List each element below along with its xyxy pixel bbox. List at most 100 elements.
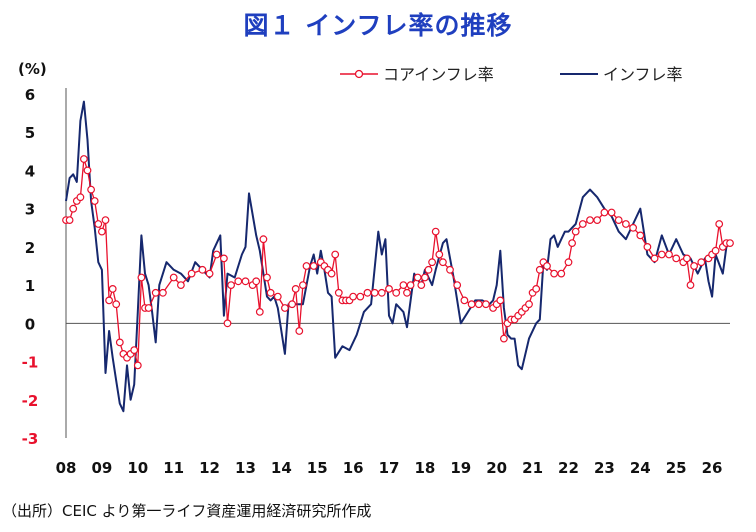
x-tick-label: 17 [379,459,400,477]
core-inflation-point [65,216,74,225]
y-tick-label: 0 [25,315,35,333]
core-inflation-point [535,265,544,274]
core-inflation-point [187,269,196,278]
core-inflation-point [90,197,99,205]
x-tick-label: 13 [235,459,256,477]
core-inflation-point [593,216,602,225]
core-inflation-point [607,208,616,217]
y-tick-label: -1 [22,354,39,372]
core-inflation-point [288,300,297,309]
core-inflation-point [144,304,153,312]
core-inflation-point [726,239,734,248]
core-inflation-point [435,250,444,259]
core-inflation-point [363,288,372,297]
x-tick-label: 23 [594,459,615,477]
y-axis-unit-label: (%) [18,60,47,78]
core-inflation-point [550,269,558,278]
x-tick-label: 09 [91,459,112,477]
x-tick-label: 12 [199,459,220,477]
x-tick-label: 15 [307,459,328,477]
core-inflation-point [629,223,637,232]
y-tick-label: 6 [25,86,35,104]
core-inflation-point [94,220,103,228]
core-inflation-point [446,265,454,274]
core-inflation-point [212,250,221,259]
core-inflation-point [115,338,124,347]
core-inflation-point [564,258,573,267]
core-inflation-point [327,269,336,278]
core-inflation-point [273,292,282,301]
core-inflation-point [105,296,113,305]
core-inflation-point [711,246,720,255]
core-inflation-point [133,361,142,370]
y-tick-label: -3 [22,430,39,448]
core-inflation-point [205,269,214,278]
core-inflation-point [413,273,422,282]
core-inflation-point [525,300,533,309]
core-inflation-point [460,296,469,305]
core-inflation-point [643,242,652,251]
y-tick-label: 3 [25,201,35,219]
core-inflation-point [686,281,695,290]
core-inflation-point [137,273,146,282]
core-inflation-point [568,239,576,248]
core-inflation-point [234,277,243,286]
core-inflation-point [600,208,609,217]
core-inflation-point [467,300,476,309]
core-inflation-point [227,281,236,290]
core-inflation-point [421,273,429,282]
x-tick-label: 08 [56,459,77,477]
core-inflation-point [532,285,541,293]
x-tick-label: 18 [414,459,435,477]
core-inflation-point [428,258,437,267]
core-inflation-point [672,254,681,263]
core-inflation-point [151,288,160,297]
x-tick-label: 10 [127,459,148,477]
x-tick-label: 21 [522,459,543,477]
core-inflation-point [259,235,268,244]
y-tick-labels: 6 5 4 3 2 1 0 -1 -2 -3 [22,86,39,448]
x-tick-label: 26 [702,459,723,477]
core-inflation-point [622,220,630,228]
core-inflation-point [586,216,594,225]
x-tick-label: 25 [666,459,687,477]
core-inflation-point [108,285,117,293]
core-inflation-point [79,155,88,163]
core-inflation-point [241,277,250,286]
core-inflation-point [291,285,300,293]
core-inflation-point [356,292,365,301]
core-inflation-point [299,281,307,290]
core-inflation-point [223,319,232,328]
y-tick-label: -2 [22,392,39,410]
core-inflation-point [431,227,440,236]
core-inflation-point [69,204,78,213]
core-inflation-point [101,216,110,225]
core-inflation-point [130,346,139,355]
core-inflation-point [657,250,666,259]
core-inflation-point [309,262,318,270]
core-inflation-point [334,288,343,297]
x-tick-label: 22 [558,459,579,477]
core-inflation-point [255,308,264,316]
core-inflation-point [112,300,121,309]
axes [65,88,730,438]
core-inflation-point [474,300,483,309]
core-inflation-point [636,231,645,240]
legend-label-inflation: インフレ率 [603,65,683,84]
core-inflation-point [263,273,271,282]
core-inflation-point [496,296,505,305]
core-inflation-point [252,277,261,286]
series-line-inflation [65,100,731,413]
core-inflation-point [578,220,587,228]
core-inflation-point [614,216,623,225]
core-inflation-point [557,269,566,278]
core-inflation-point [198,265,207,274]
core-inflation-point [349,292,358,301]
y-tick-label: 1 [25,277,35,295]
core-inflation-point [219,254,228,263]
core-inflation-point [392,288,401,297]
core-inflation-point [406,281,415,290]
core-inflation-point [281,304,289,312]
core-inflation-point [97,227,106,236]
x-tick-label: 14 [271,459,292,477]
